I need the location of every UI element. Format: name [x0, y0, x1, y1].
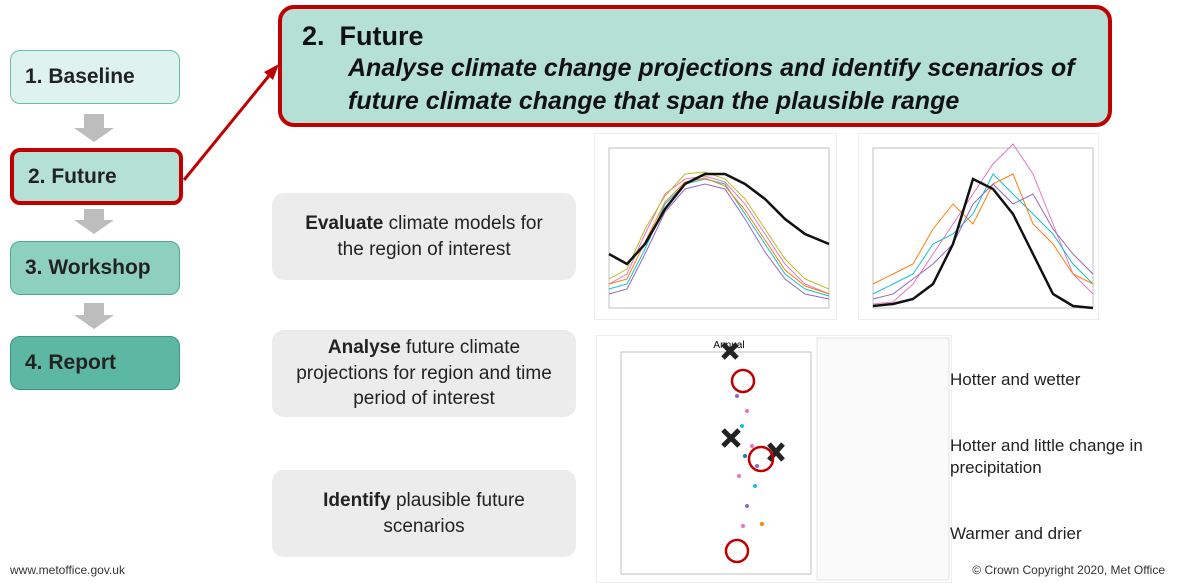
- header-box: 2. Future Analyse climate change project…: [278, 5, 1112, 127]
- footer-right: © Crown Copyright 2020, Met Office: [972, 563, 1165, 577]
- task-bold: Analyse: [327, 337, 401, 359]
- task-text: plausible future scenarios: [383, 489, 525, 537]
- step: 1. Baseline: [10, 50, 180, 104]
- scatter-chart-image: Annual: [596, 335, 952, 583]
- precipitation-chart-image: [858, 133, 1099, 320]
- annotation: Hotter and little change in precipitatio…: [950, 436, 1143, 478]
- header-subtitle: Analyse climate change projections and i…: [348, 54, 1075, 115]
- temperature-chart-image: [594, 133, 837, 320]
- annotation: Warmer and drier: [950, 524, 1082, 543]
- header-number: 2.: [302, 21, 325, 51]
- down-arrows: [74, 114, 114, 329]
- header-title: Future: [339, 21, 424, 51]
- step: 4. Report: [10, 336, 180, 390]
- task: Evaluate climate models for the region o…: [272, 193, 576, 280]
- task-text: climate models for the region of interes…: [337, 212, 543, 260]
- task: Analyse future climate projections for r…: [272, 330, 576, 417]
- task: Identify plausible future scenarios: [272, 470, 576, 557]
- step: 3. Workshop: [10, 241, 180, 295]
- scatter-label: Annual: [713, 340, 744, 351]
- task-bold: Evaluate: [305, 212, 384, 234]
- annotation: Hotter and wetter: [950, 370, 1081, 389]
- step: 2. Future: [10, 148, 183, 205]
- footer-left: www.metoffice.gov.uk: [10, 563, 125, 577]
- task-text: future climate projections for region an…: [296, 337, 552, 410]
- task-bold: Identify: [323, 489, 391, 511]
